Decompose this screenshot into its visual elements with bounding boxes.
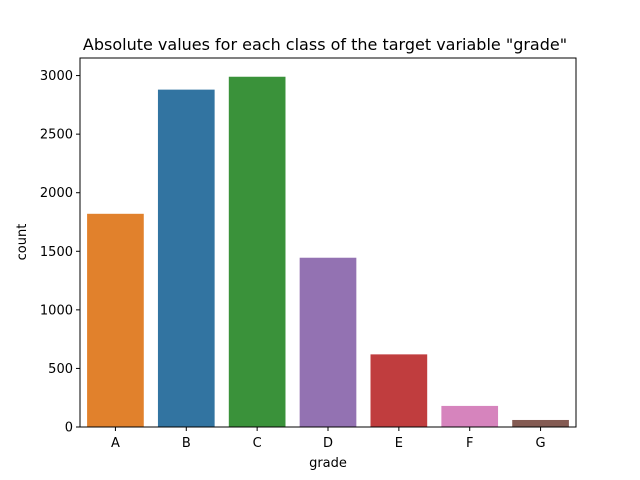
x-tick-label: B: [182, 436, 191, 451]
x-tick-label: D: [323, 436, 333, 451]
plot-frame: [79, 57, 577, 428]
x-tick-label: A: [111, 436, 120, 451]
bar-e: [370, 354, 428, 427]
y-tick-label: 1000: [40, 303, 73, 318]
bar-b: [157, 89, 215, 427]
x-tick-label: G: [536, 436, 546, 451]
x-axis-label: grade: [309, 456, 347, 471]
x-tick-label: F: [466, 436, 473, 451]
y-tick-label: 1500: [40, 245, 73, 260]
bar-a: [87, 213, 144, 427]
y-axis-label: count: [15, 224, 30, 261]
y-axis-ticks: 0 500 1000 1500 2000 2500 3000: [40, 69, 80, 436]
x-axis-ticks: A B C D E F G: [111, 427, 546, 451]
y-tick-label: 2000: [40, 186, 73, 201]
y-tick-label: 0: [65, 421, 73, 436]
bar-c: [228, 76, 286, 427]
bar-g: [512, 419, 569, 427]
x-tick-label: C: [253, 436, 262, 451]
bar-f: [441, 405, 499, 427]
bar-d: [299, 257, 357, 427]
bars-group: [87, 76, 569, 427]
y-tick-label: 3000: [40, 69, 73, 84]
y-tick-label: 2500: [40, 128, 73, 143]
chart-title: Absolute values for each class of the ta…: [83, 35, 567, 54]
y-tick-label: 500: [48, 362, 73, 377]
x-tick-label: E: [395, 436, 403, 451]
